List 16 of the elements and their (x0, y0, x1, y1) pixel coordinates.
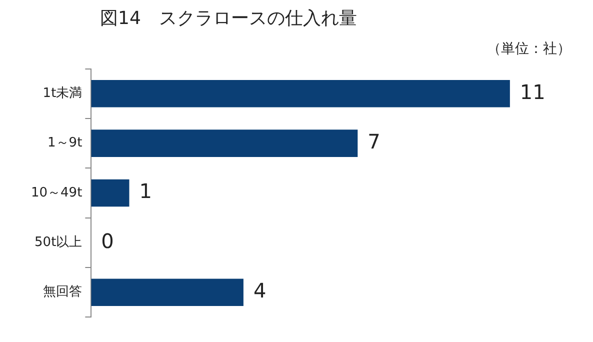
bar (91, 179, 130, 207)
data-label: 1 (139, 179, 152, 204)
text: （単位：社） (487, 40, 571, 58)
bar (91, 278, 244, 306)
y-tick-label: 10～49t (30, 185, 82, 200)
y-tick-label: 1t未満 (42, 86, 82, 102)
y-tick-label: 1～9t (48, 136, 82, 151)
chart-title: 図14 スクラロースの仕入れ量 (100, 7, 357, 30)
data-label: 4 (253, 278, 266, 303)
y-tick-label: 無回答 (43, 284, 82, 300)
bar (91, 80, 510, 108)
y-tick-label: 50t以上 (34, 235, 82, 250)
data-label: 7 (368, 130, 380, 154)
bar (91, 130, 358, 157)
data-label: 0 (101, 228, 114, 253)
data-label: 11 (520, 80, 546, 104)
